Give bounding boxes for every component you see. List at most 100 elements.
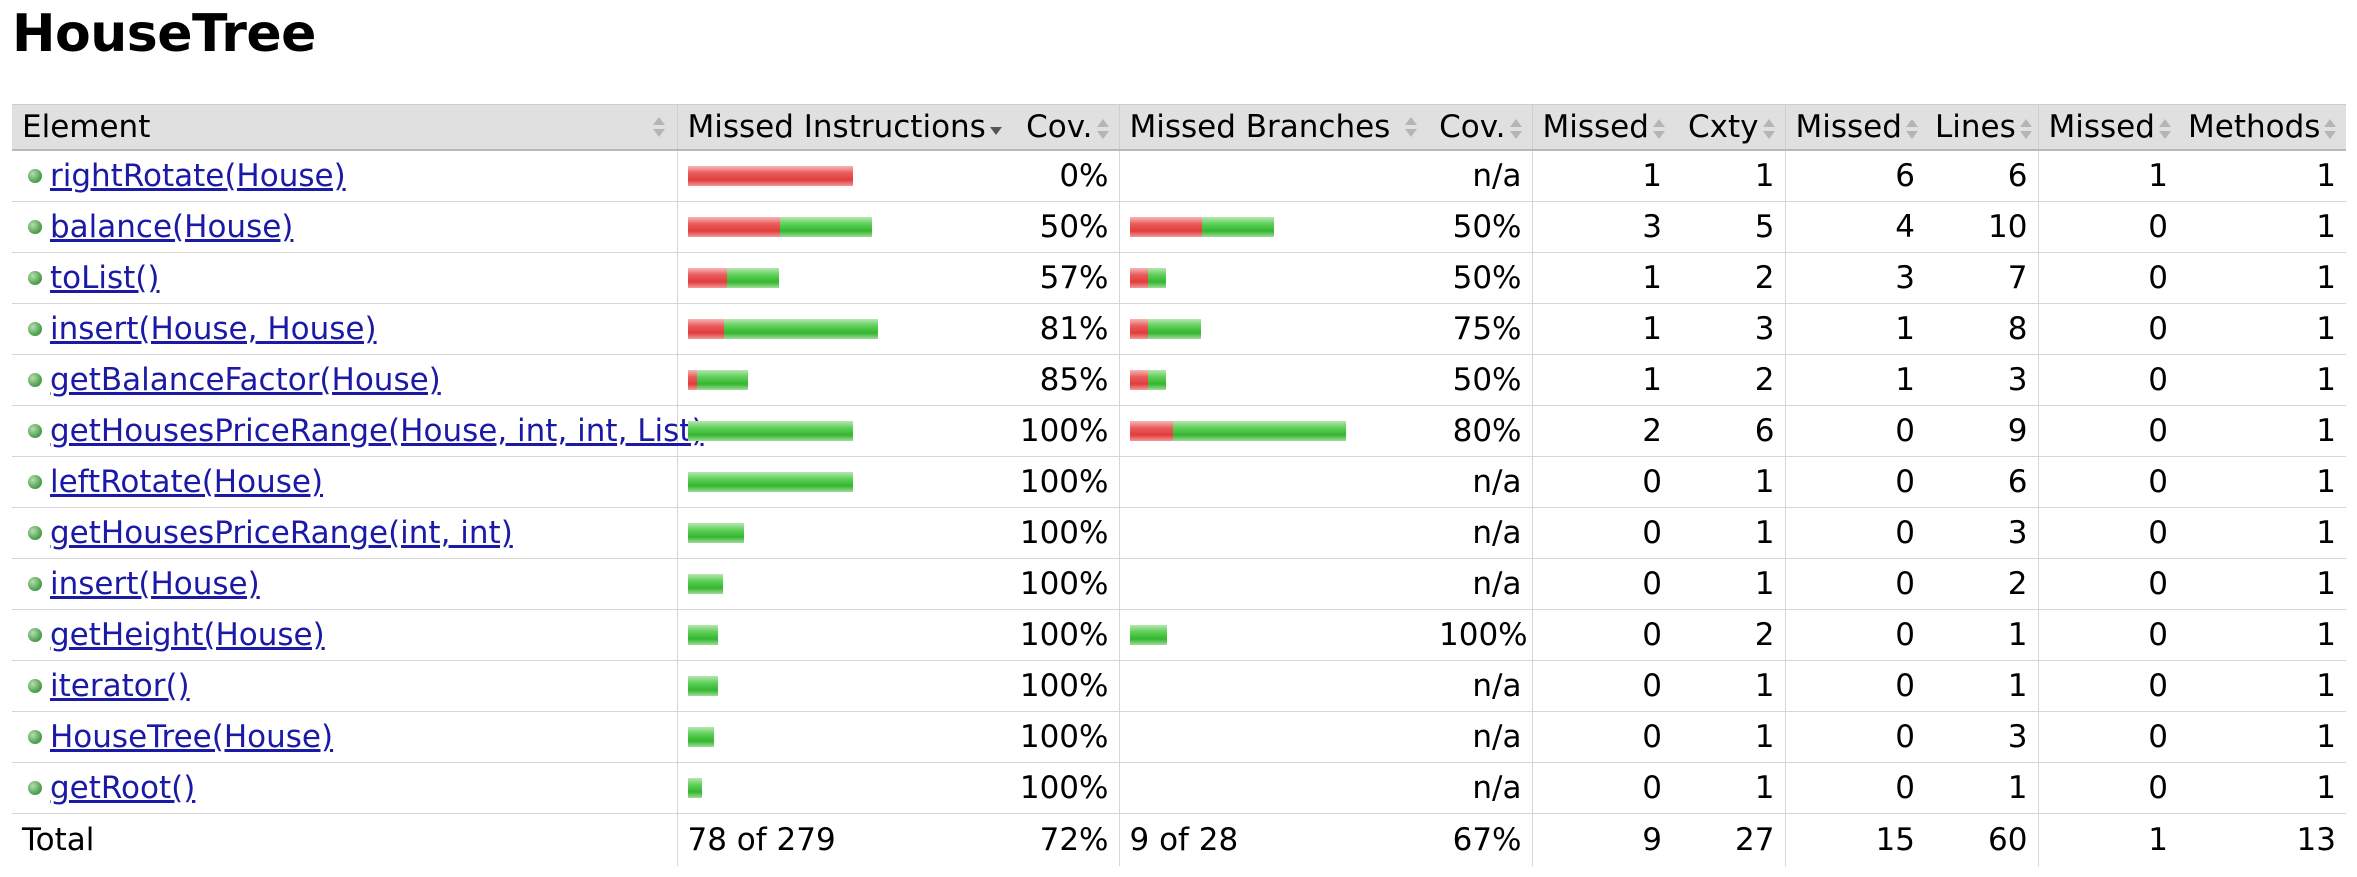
method-link[interactable]: leftRotate(House) bbox=[50, 464, 324, 500]
method-link[interactable]: getHeight(House) bbox=[50, 617, 325, 653]
method-icon bbox=[28, 372, 42, 387]
complexity: 1 bbox=[1672, 660, 1785, 712]
table-row: getRoot() 100% n/a 0 1 0 1 0 1 bbox=[12, 762, 2346, 814]
complexity: 1 bbox=[1672, 558, 1785, 610]
missed-methods: 0 bbox=[2037, 660, 2178, 712]
missed-methods: 0 bbox=[2037, 456, 2178, 508]
covered-bar-segment bbox=[687, 472, 853, 492]
method-link[interactable]: iterator() bbox=[50, 668, 190, 704]
missed-bar-segment bbox=[687, 319, 724, 339]
total-instructions-coverage: 72% bbox=[1039, 822, 1109, 858]
element-cell: insert(House, House) bbox=[12, 303, 677, 355]
header-missed-complexity[interactable]: Missed bbox=[1531, 104, 1672, 150]
missed-complexity: 2 bbox=[1531, 405, 1672, 457]
covered-bar-segment bbox=[696, 370, 748, 390]
missed-bar-segment bbox=[1129, 421, 1173, 441]
missed-bar-segment bbox=[687, 166, 853, 186]
missed-bar-segment bbox=[687, 217, 780, 237]
instructions-bar-cell bbox=[676, 558, 1006, 610]
instructions-bar bbox=[687, 523, 997, 543]
branches-coverage: n/a bbox=[1429, 150, 1532, 202]
instructions-bar-cell bbox=[676, 201, 1006, 253]
header-lines[interactable]: Lines bbox=[1925, 104, 2038, 150]
header-methods[interactable]: Methods bbox=[2178, 104, 2346, 150]
missed-methods: 0 bbox=[2037, 762, 2178, 814]
instructions-coverage: 100% bbox=[1006, 456, 1119, 508]
instructions-coverage: 81% bbox=[1006, 303, 1119, 355]
header-complexity[interactable]: Cxty bbox=[1672, 104, 1785, 150]
page-title: HouseTree bbox=[12, 4, 316, 64]
header-element[interactable]: Element bbox=[12, 104, 677, 150]
method-link[interactable]: insert(House) bbox=[50, 566, 260, 602]
method-icon bbox=[28, 576, 42, 591]
instructions-coverage: 100% bbox=[1006, 660, 1119, 712]
header-missed-instructions[interactable]: Missed Instructions bbox=[676, 104, 1006, 150]
table-row: getHousesPriceRange(int, int) 100% n/a 0 1 0 3… bbox=[12, 507, 2346, 559]
missed-complexity: 0 bbox=[1531, 711, 1672, 763]
method-icon bbox=[28, 423, 42, 438]
instructions-bar bbox=[687, 727, 997, 747]
complexity: 1 bbox=[1672, 507, 1785, 559]
methods: 1 bbox=[2178, 507, 2346, 559]
missed-complexity: 0 bbox=[1531, 762, 1672, 814]
table-row: insert(House, House) 81% 75% 1 3 1 8 0 1 bbox=[12, 303, 2346, 355]
total-complexity: 27 bbox=[1735, 822, 1775, 858]
method-link[interactable]: toList() bbox=[50, 260, 160, 296]
element-cell: getHousesPriceRange(House, int, int, Lis… bbox=[12, 405, 704, 457]
method-link[interactable]: insert(House, House) bbox=[50, 311, 377, 347]
method-link[interactable]: balance(House) bbox=[50, 209, 294, 245]
branches-bar-cell bbox=[1118, 354, 1429, 406]
branches-bar-cell bbox=[1118, 660, 1429, 712]
table-row: getBalanceFactor(House) 85% 50% 1 2 1 3 0 1 bbox=[12, 354, 2346, 406]
instructions-bar-cell bbox=[676, 150, 1006, 202]
method-link[interactable]: getHousesPriceRange(House, int, int, Lis… bbox=[50, 413, 704, 449]
branches-coverage: 100% bbox=[1429, 609, 1532, 661]
missed-methods: 0 bbox=[2037, 558, 2178, 610]
table-header: Element Missed Instructions Cov. Missed … bbox=[12, 104, 2346, 150]
table-row: getHousesPriceRange(House, int, int, Lis… bbox=[12, 405, 2346, 457]
table-row: getHeight(House) 100% 100% 0 2 0 1 0 1 bbox=[12, 609, 2346, 661]
table-row: leftRotate(House) 100% n/a 0 1 0 6 0 1 bbox=[12, 456, 2346, 508]
lines: 10 bbox=[1925, 201, 2038, 253]
methods: 1 bbox=[2178, 456, 2346, 508]
lines: 7 bbox=[1925, 252, 2038, 304]
sort-descending-icon bbox=[989, 118, 1002, 140]
missed-complexity: 0 bbox=[1531, 660, 1672, 712]
instructions-bar bbox=[687, 676, 997, 696]
element-cell: balance(House) bbox=[12, 201, 677, 253]
element-cell: rightRotate(House) bbox=[12, 150, 677, 202]
header-missed-methods[interactable]: Missed bbox=[2037, 104, 2178, 150]
element-cell: HouseTree(House) bbox=[12, 711, 677, 763]
missed-lines: 0 bbox=[1784, 558, 1925, 610]
table-row: toList() 57% 50% 1 2 3 7 0 1 bbox=[12, 252, 2346, 304]
branches-coverage: n/a bbox=[1429, 660, 1532, 712]
instructions-bar bbox=[687, 574, 997, 594]
instructions-coverage: 85% bbox=[1006, 354, 1119, 406]
missed-bar-segment bbox=[1129, 370, 1148, 390]
total-missed-lines: 15 bbox=[1784, 813, 1925, 866]
methods: 1 bbox=[2178, 252, 2346, 304]
header-missed-branches[interactable]: Missed Branches bbox=[1118, 104, 1429, 150]
branches-coverage: 75% bbox=[1429, 303, 1532, 355]
method-link[interactable]: HouseTree(House) bbox=[50, 719, 334, 755]
instructions-bar bbox=[687, 319, 997, 339]
complexity: 1 bbox=[1672, 456, 1785, 508]
header-missed-lines[interactable]: Missed bbox=[1784, 104, 1925, 150]
header-branches-coverage[interactable]: Cov. bbox=[1429, 104, 1532, 150]
missed-lines: 4 bbox=[1784, 201, 1925, 253]
instructions-bar-cell bbox=[676, 354, 1006, 406]
lines: 1 bbox=[1925, 660, 2038, 712]
missed-bar-segment bbox=[687, 268, 727, 288]
methods: 1 bbox=[2178, 201, 2346, 253]
method-link[interactable]: getBalanceFactor(House) bbox=[50, 362, 441, 398]
lines: 6 bbox=[1925, 456, 2038, 508]
method-link[interactable]: rightRotate(House) bbox=[50, 158, 346, 194]
element-cell: getRoot() bbox=[12, 762, 677, 814]
method-link[interactable]: getRoot() bbox=[50, 770, 196, 806]
covered-bar-segment bbox=[1147, 370, 1166, 390]
header-instructions-coverage[interactable]: Cov. bbox=[1006, 104, 1119, 150]
instructions-coverage: 50% bbox=[1006, 201, 1119, 253]
method-icon bbox=[28, 270, 42, 285]
method-link[interactable]: getHousesPriceRange(int, int) bbox=[50, 515, 513, 551]
branches-coverage: n/a bbox=[1429, 456, 1532, 508]
